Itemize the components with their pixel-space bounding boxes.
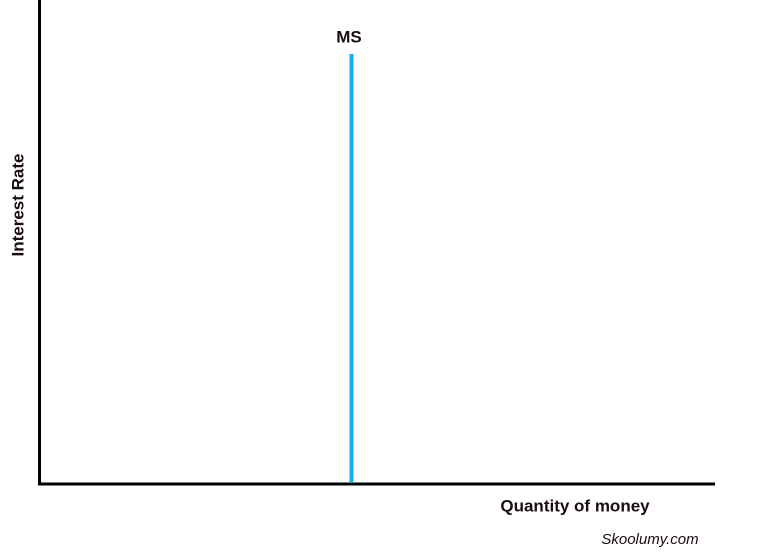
curve-label: MS [336, 27, 362, 46]
watermark: Skoolumy.com [601, 531, 698, 548]
y-axis-label: Interest Rate [8, 154, 27, 257]
x-axis-label: Quantity of money [500, 496, 650, 515]
